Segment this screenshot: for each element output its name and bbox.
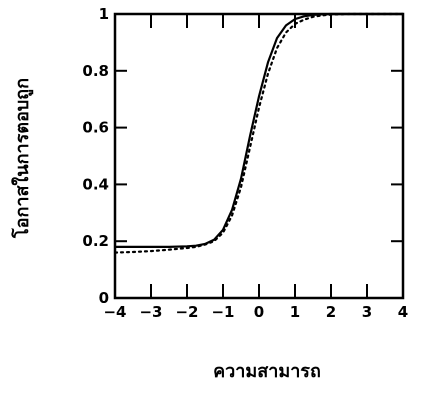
x-tick-labels: −4 −3 −2 −1 0 1 2 3 4 — [103, 303, 408, 321]
x-tick-label: 4 — [398, 303, 408, 321]
y-tick-label: 0.2 — [82, 232, 109, 250]
x-tick-label: 1 — [290, 303, 300, 321]
x-tick-label: −3 — [139, 303, 162, 321]
y-tick-label: 0.8 — [82, 62, 109, 80]
y-tick-labels: 0 0.2 0.4 0.6 0.8 1 — [82, 5, 109, 307]
x-tick-label: 2 — [326, 303, 336, 321]
tick-marks — [114, 13, 404, 299]
y-tick-label: 0 — [99, 289, 109, 307]
x-tick-label: −2 — [175, 303, 198, 321]
y-tick-label: 1 — [99, 5, 109, 23]
y-tick-label: 0.6 — [82, 119, 109, 137]
x-axis-label: ความสามารถ — [213, 361, 321, 382]
x-tick-label: 3 — [362, 303, 372, 321]
x-tick-label: −1 — [211, 303, 234, 321]
x-tick-label: 0 — [254, 303, 264, 321]
y-axis-label: โอกาสในการตอบถูก — [11, 78, 34, 239]
x-tick-label: −4 — [103, 303, 126, 321]
y-tick-label: 0.4 — [82, 175, 109, 193]
